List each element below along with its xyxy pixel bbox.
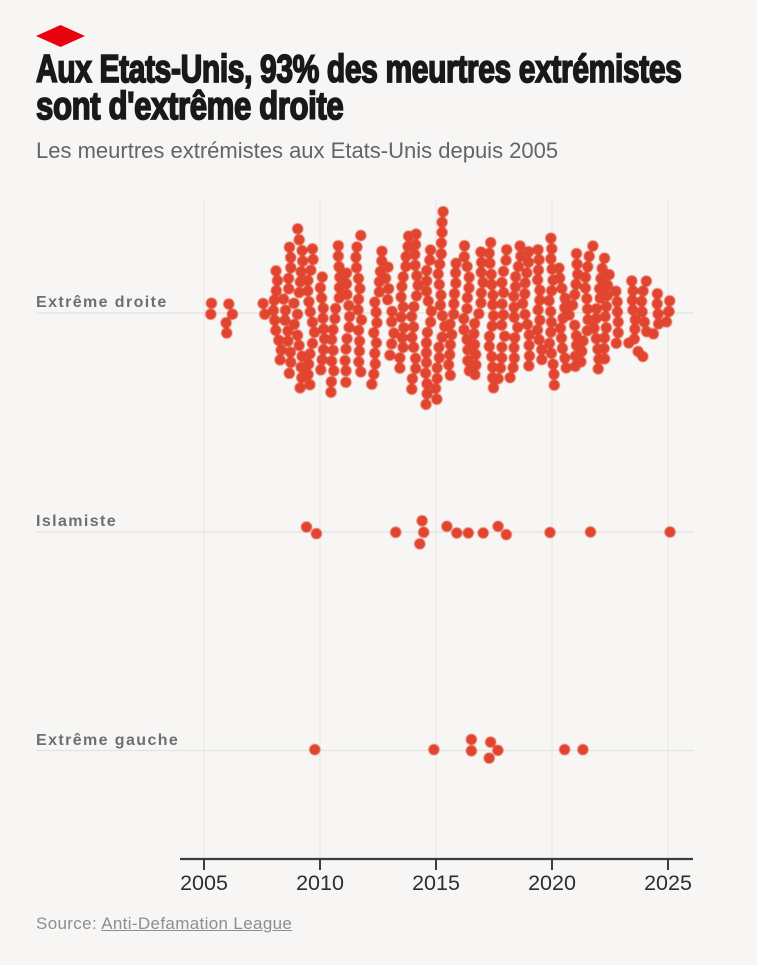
svg-text:2025: 2025 <box>644 871 692 895</box>
svg-text:2010: 2010 <box>296 871 344 895</box>
svg-text:2015: 2015 <box>412 871 460 895</box>
svg-text:2020: 2020 <box>528 871 576 895</box>
svg-text:2005: 2005 <box>180 871 228 895</box>
